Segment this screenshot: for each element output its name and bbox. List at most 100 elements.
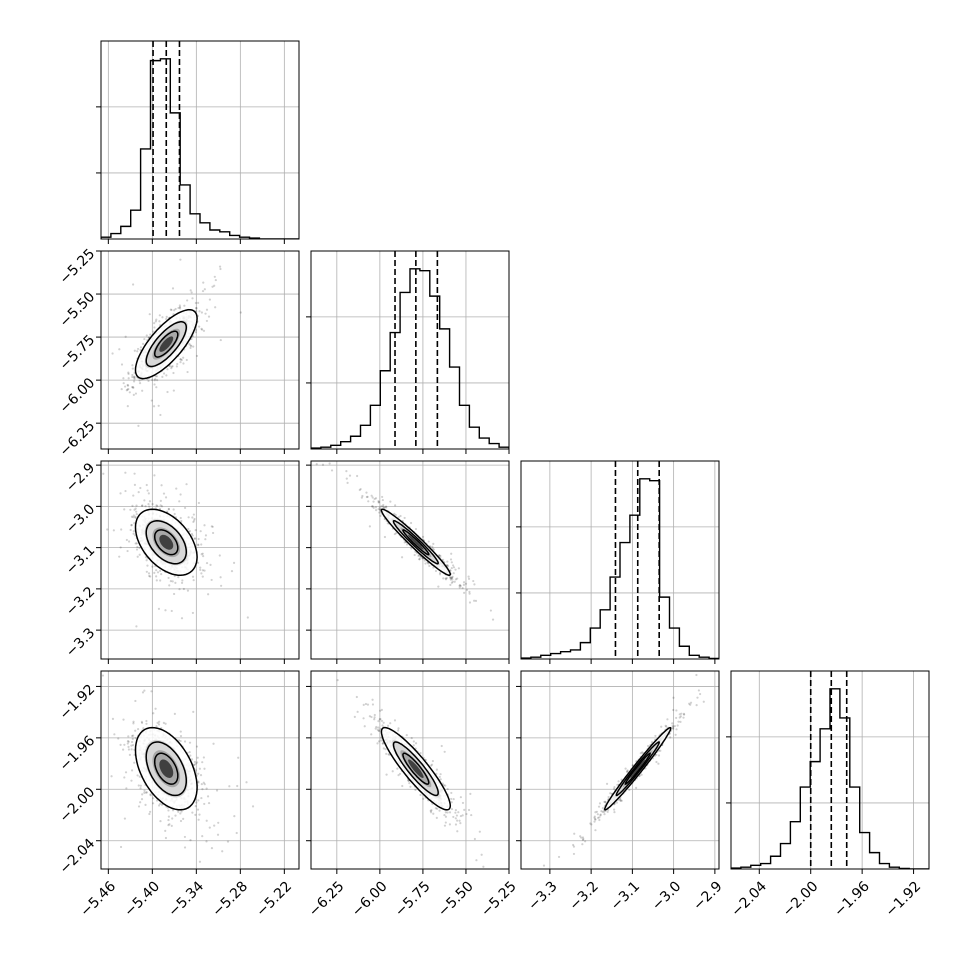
sample-point (443, 750, 446, 753)
sample-point (432, 548, 436, 551)
sample-point (132, 386, 135, 389)
sample-point (165, 317, 168, 321)
sample-point (137, 424, 140, 427)
sample-point (153, 379, 156, 382)
sample-point (167, 507, 170, 511)
sample-point (202, 781, 205, 784)
sample-point (141, 504, 144, 507)
sample-point (199, 530, 202, 533)
sample-point (132, 720, 135, 723)
sample-point (185, 358, 188, 362)
sample-point (111, 352, 114, 355)
sample-point (452, 798, 455, 801)
sample-point (157, 804, 161, 807)
sample-point (145, 334, 148, 337)
sample-point (397, 729, 400, 732)
contour-line (145, 520, 188, 565)
sample-point (152, 802, 155, 805)
sample-point (130, 524, 133, 527)
sample-point (124, 471, 127, 474)
sample-point (212, 742, 215, 745)
sample-point (211, 525, 214, 528)
sample-point (205, 319, 209, 323)
sample-point (378, 508, 382, 511)
sample-point (204, 312, 207, 315)
sample-point (145, 483, 148, 487)
sample-point (444, 784, 447, 787)
sample-point (170, 824, 173, 827)
sample-point (174, 814, 177, 817)
sample-point (221, 850, 224, 853)
sample-point (117, 737, 120, 740)
sample-point (134, 737, 137, 740)
contour-line (402, 752, 430, 785)
sample-point (451, 580, 454, 583)
sample-point (233, 815, 236, 818)
sample-point (123, 508, 126, 511)
sample-point (133, 508, 136, 511)
sample-point (194, 805, 197, 808)
sample-point (383, 535, 387, 539)
sample-point (419, 751, 422, 755)
sample-point (417, 554, 420, 557)
sample-point (345, 477, 348, 480)
sample-point (133, 377, 136, 380)
sample-point (133, 483, 137, 486)
sample-point (406, 543, 409, 546)
sample-point (159, 569, 162, 573)
sample-point (192, 519, 196, 522)
sample-point (368, 525, 371, 528)
sample-point (146, 489, 149, 492)
sample-point (203, 524, 206, 527)
sample-point (158, 314, 161, 317)
contour-line (134, 308, 198, 380)
sample-point (156, 378, 159, 382)
sample-point (386, 724, 390, 727)
sample-point (389, 500, 392, 503)
sample-point (412, 744, 415, 747)
sample-point (139, 801, 142, 804)
sample-point (459, 584, 462, 588)
sample-point (237, 756, 240, 759)
sample-point (660, 725, 663, 728)
sample-point (127, 740, 130, 743)
sample-point (135, 512, 138, 516)
sample-point (185, 483, 188, 486)
sample-point (374, 727, 377, 730)
sample-point (125, 389, 128, 392)
sample-point (136, 774, 139, 777)
sample-point (133, 376, 136, 379)
sample-point (414, 527, 418, 531)
sample-point (418, 558, 421, 561)
sample-point (167, 809, 170, 812)
sample-point (393, 719, 397, 722)
sample-point (141, 389, 144, 392)
sample-point (613, 811, 616, 814)
sample-point (133, 761, 136, 764)
sample-point (156, 721, 159, 725)
sample-point (191, 534, 194, 537)
sample-point (122, 382, 125, 385)
sample-point (203, 802, 206, 806)
sample-point (378, 511, 381, 514)
sample-point (197, 301, 200, 305)
sample-point (162, 372, 166, 375)
sample-point (432, 542, 435, 546)
sample-point (171, 287, 175, 290)
sample-point (134, 515, 137, 518)
sample-point (432, 566, 435, 569)
sample-point (451, 578, 454, 581)
sample-point (196, 543, 200, 546)
sample-point (166, 390, 169, 394)
sample-point (430, 809, 433, 812)
sample-point (211, 285, 214, 288)
sample-point (458, 584, 462, 587)
sample-point (450, 576, 453, 579)
sample-point (450, 807, 454, 811)
sample-point (467, 808, 471, 812)
sample-point (379, 709, 382, 712)
sample-point (194, 769, 197, 772)
sample-point (165, 374, 168, 377)
sample-point (120, 388, 123, 391)
sample-point (371, 505, 374, 508)
